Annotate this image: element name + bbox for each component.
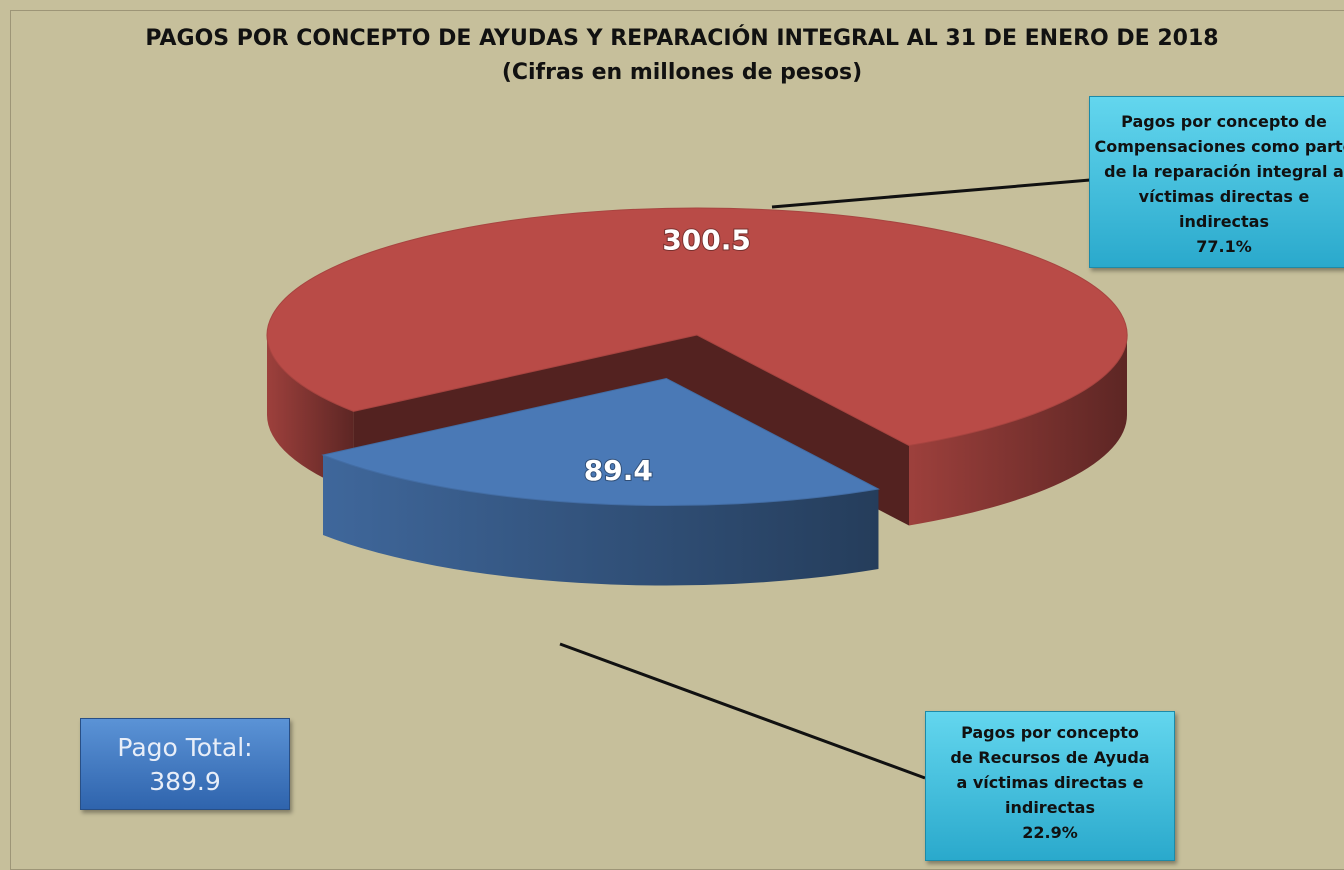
- callout-percent: 22.9%: [1022, 823, 1078, 842]
- slice: [266, 207, 1128, 447]
- slice-side: [909, 335, 1128, 526]
- callout: Pagos por concepto de Recursos de Ayuda …: [925, 711, 1175, 861]
- total-label: Pago Total:: [117, 733, 253, 762]
- total-value: 389.9: [149, 767, 221, 796]
- callout-percent: 77.1%: [1196, 237, 1252, 256]
- chart-title: PAGOS POR CONCEPTO DE AYUDAS Y REPARACIÓ…: [145, 26, 1219, 51]
- leader-line: [771, 178, 1091, 209]
- total-box: Pago Total: 389.9: [80, 718, 290, 810]
- callout-label: Pagos por concepto de Recursos de Ayuda …: [950, 723, 1150, 817]
- data-label: 89.4: [584, 454, 653, 487]
- slice-side: [323, 455, 879, 586]
- callout: Pagos por concepto de Compensaciones com…: [1089, 96, 1344, 268]
- page: 300.5 89.4 PAGOS POR CONCEPTO DE AYUDAS Y…: [10, 10, 1344, 870]
- pie-chart: 300.5 89.4: [266, 178, 1128, 780]
- slice-side: [267, 335, 354, 492]
- slice: [321, 377, 880, 507]
- leader-line: [559, 642, 926, 780]
- data-label: 300.5: [662, 224, 751, 257]
- callout-label: Pagos por concepto de Compensaciones com…: [1094, 112, 1344, 231]
- chart-subtitle: (Cifras en millones de pesos): [501, 60, 863, 85]
